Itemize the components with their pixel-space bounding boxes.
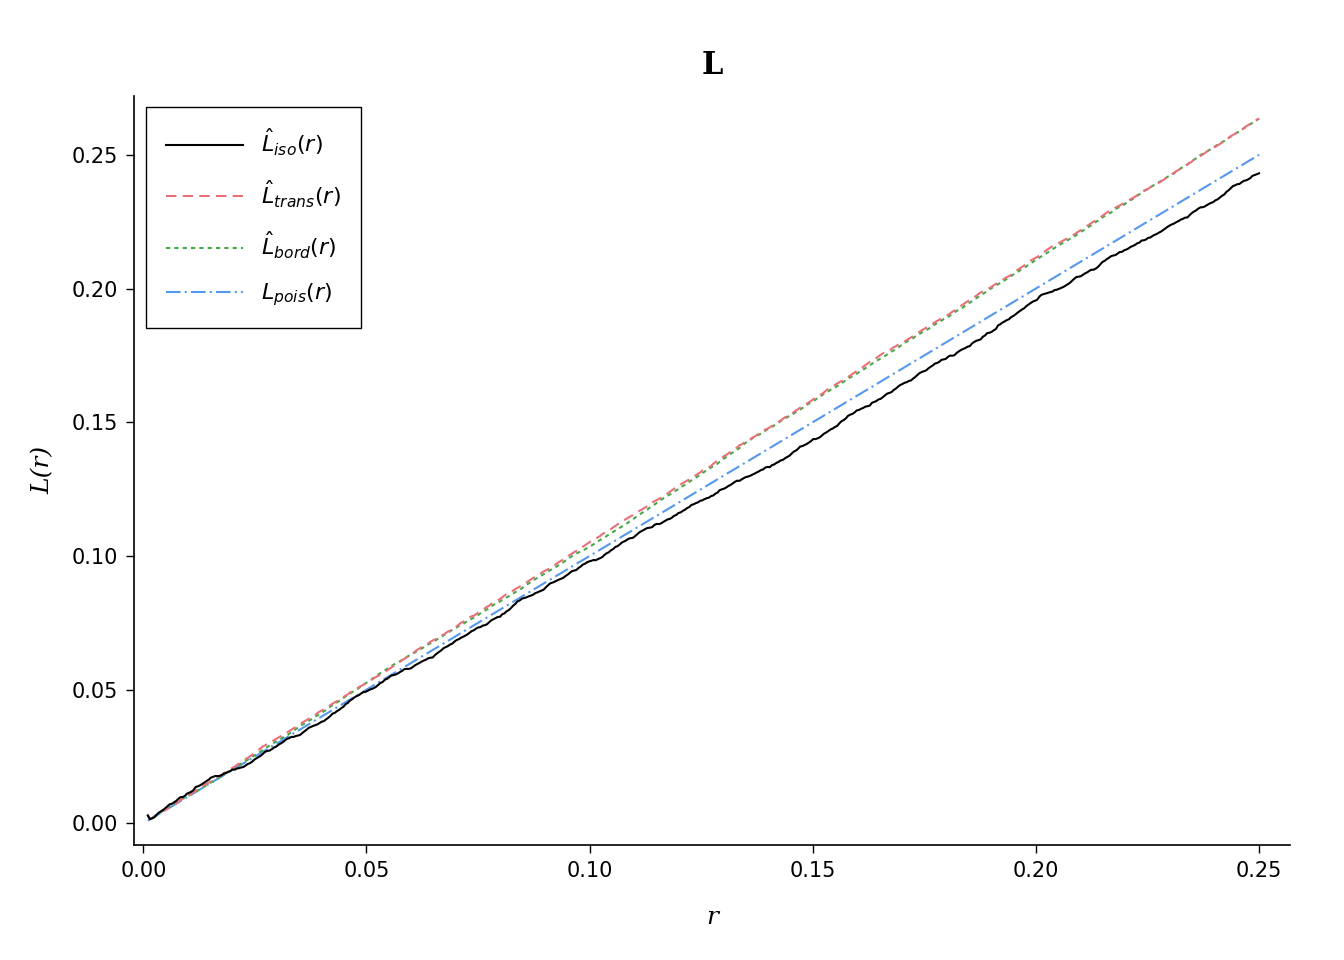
Title: L: L <box>702 50 723 81</box>
Y-axis label: L(r): L(r) <box>32 446 55 494</box>
Legend: $\hat{L}_{iso}(r)$, $\hat{L}_{trans}(r)$, $\hat{L}_{bord}(r)$, $L_{pois}(r)$: $\hat{L}_{iso}(r)$, $\hat{L}_{trans}(r)$… <box>145 108 362 328</box>
X-axis label: r: r <box>707 906 718 929</box>
